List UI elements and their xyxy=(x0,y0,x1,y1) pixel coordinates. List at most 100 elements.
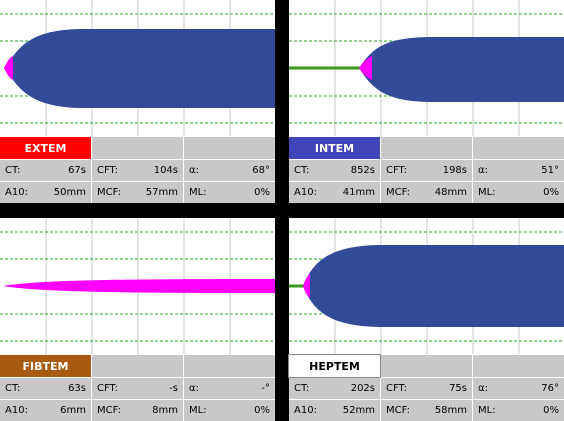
param-cell: α: 51° xyxy=(473,160,564,181)
trace xyxy=(0,0,275,136)
param-cell: ML: 0% xyxy=(184,182,275,203)
param-value: 41mm xyxy=(342,187,375,198)
param-name: CT: xyxy=(294,383,310,394)
panel: EXTEM CT: 67s CFT: 104s α: 68° A10: 50mm MCF: 57mm… xyxy=(0,0,275,203)
param-name: CFT: xyxy=(386,383,407,394)
param-value: 852s xyxy=(350,165,375,176)
panel: INTEM CT: 852s CFT: 198s α: 51° A10: 41mm MCF: 48m… xyxy=(289,0,564,203)
trace xyxy=(0,218,275,354)
param-name: MCF: xyxy=(97,187,121,198)
param-name: MCF: xyxy=(386,187,410,198)
param-row: CT: 852s CFT: 198s α: 51° xyxy=(289,160,564,181)
param-value: 0% xyxy=(543,405,559,416)
param-cell: MCF: 8mm xyxy=(92,400,183,421)
cell xyxy=(92,137,183,159)
param-value: 68° xyxy=(252,165,270,176)
cell xyxy=(184,355,275,377)
param-value: 0% xyxy=(254,405,270,416)
param-cell: CT: 852s xyxy=(289,160,380,181)
param-cell: CT: 67s xyxy=(0,160,91,181)
test-label: EXTEM xyxy=(0,137,91,159)
cell xyxy=(473,137,564,159)
param-name: MCF: xyxy=(97,405,121,416)
param-value: 57mm xyxy=(145,187,178,198)
param-value: 76° xyxy=(541,383,559,394)
param-value: -° xyxy=(261,383,270,394)
param-name: α: xyxy=(189,383,199,394)
param-name: α: xyxy=(189,165,199,176)
param-value: 52mm xyxy=(342,405,375,416)
param-value: 8mm xyxy=(152,405,178,416)
param-name: CT: xyxy=(5,165,21,176)
param-value: -s xyxy=(169,383,178,394)
param-value: 198s xyxy=(442,165,467,176)
label-row: EXTEM xyxy=(0,137,275,159)
param-name: A10: xyxy=(5,187,28,198)
param-row: A10: 50mm MCF: 57mm ML: 0% xyxy=(0,182,275,203)
cell xyxy=(92,355,183,377)
param-name: ML: xyxy=(478,405,496,416)
param-name: CT: xyxy=(294,165,310,176)
param-name: α: xyxy=(478,165,488,176)
param-name: CFT: xyxy=(386,165,407,176)
trace xyxy=(289,218,564,354)
param-value: 63s xyxy=(68,383,86,394)
param-name: MCF: xyxy=(386,405,410,416)
cell xyxy=(473,355,564,377)
param-name: CT: xyxy=(5,383,21,394)
param-cell: A10: 50mm xyxy=(0,182,91,203)
param-name: A10: xyxy=(5,405,28,416)
param-name: A10: xyxy=(294,405,317,416)
param-cell: MCF: 57mm xyxy=(92,182,183,203)
param-row: A10: 52mm MCF: 58mm ML: 0% xyxy=(289,400,564,421)
param-value: 6mm xyxy=(60,405,86,416)
param-cell: CFT: 104s xyxy=(92,160,183,181)
param-row: CT: 63s CFT: -s α: -° xyxy=(0,378,275,399)
cell xyxy=(381,355,472,377)
param-value: 0% xyxy=(543,187,559,198)
param-cell: CFT: 75s xyxy=(381,378,472,399)
panel: FIBTEM CT: 63s CFT: -s α: -° A10: 6mm MCF: 8mm ML: 0… xyxy=(0,218,275,421)
test-label: HEPTEM xyxy=(288,354,381,378)
param-row: A10: 41mm MCF: 48mm ML: 0% xyxy=(289,182,564,203)
param-row: CT: 67s CFT: 104s α: 68° xyxy=(0,160,275,181)
param-value: 51° xyxy=(541,165,559,176)
param-name: CFT: xyxy=(97,383,118,394)
param-cell: CFT: 198s xyxy=(381,160,472,181)
param-cell: α: 68° xyxy=(184,160,275,181)
param-cell: α: -° xyxy=(184,378,275,399)
param-name: ML: xyxy=(478,187,496,198)
param-value: 202s xyxy=(350,383,375,394)
param-cell: A10: 6mm xyxy=(0,400,91,421)
param-cell: ML: 0% xyxy=(473,400,564,421)
param-value: 104s xyxy=(153,165,178,176)
test-label: FIBTEM xyxy=(0,355,91,377)
param-cell: CFT: -s xyxy=(92,378,183,399)
cell xyxy=(184,137,275,159)
panel: HEPTEM CT: 202s CFT: 75s α: 76° A10: 52mm MCF: 58m… xyxy=(288,218,564,421)
param-cell: ML: 0% xyxy=(184,400,275,421)
param-value: 67s xyxy=(68,165,86,176)
param-cell: MCF: 48mm xyxy=(381,182,472,203)
param-name: A10: xyxy=(294,187,317,198)
test-label: INTEM xyxy=(289,137,380,159)
label-row: FIBTEM xyxy=(0,355,275,377)
param-cell: CT: 63s xyxy=(0,378,91,399)
param-cell: ML: 0% xyxy=(473,182,564,203)
param-cell: CT: 202s xyxy=(289,378,380,399)
cell xyxy=(381,137,472,159)
param-row: A10: 6mm MCF: 8mm ML: 0% xyxy=(0,400,275,421)
param-value: 48mm xyxy=(434,187,467,198)
param-cell: α: 76° xyxy=(473,378,564,399)
param-value: 58mm xyxy=(434,405,467,416)
param-row: CT: 202s CFT: 75s α: 76° xyxy=(289,378,564,399)
param-cell: A10: 52mm xyxy=(289,400,380,421)
label-row: INTEM xyxy=(289,137,564,159)
param-name: ML: xyxy=(189,405,207,416)
param-name: ML: xyxy=(189,187,207,198)
param-value: 75s xyxy=(449,383,467,394)
label-row: HEPTEM xyxy=(288,354,564,378)
trace xyxy=(289,0,564,136)
param-cell: MCF: 58mm xyxy=(381,400,472,421)
